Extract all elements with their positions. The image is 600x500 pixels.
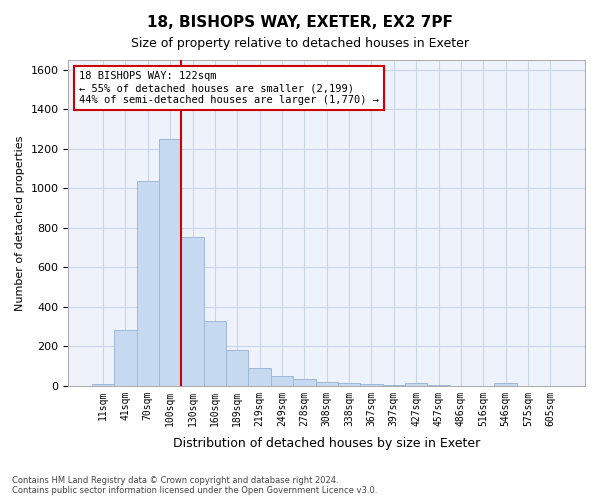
X-axis label: Distribution of detached houses by size in Exeter: Distribution of detached houses by size … (173, 437, 481, 450)
Bar (405, 383, 427, 386)
Bar (248, 368, 271, 386)
Bar (226, 350, 248, 386)
Bar (271, 376, 293, 386)
Text: 18 BISHOPS WAY: 122sqm
← 55% of detached houses are smaller (2,199)
44% of semi-: 18 BISHOPS WAY: 122sqm ← 55% of detached… (79, 72, 379, 104)
Bar (383, 385, 405, 386)
Bar (427, 385, 450, 386)
Text: Size of property relative to detached houses in Exeter: Size of property relative to detached ho… (131, 38, 469, 51)
Bar (494, 383, 517, 386)
Bar (114, 330, 137, 386)
Bar (92, 384, 114, 386)
Text: Contains HM Land Registry data © Crown copyright and database right 2024.
Contai: Contains HM Land Registry data © Crown c… (12, 476, 377, 495)
Bar (204, 320, 226, 386)
Text: 18, BISHOPS WAY, EXETER, EX2 7PF: 18, BISHOPS WAY, EXETER, EX2 7PF (147, 15, 453, 30)
Bar (338, 383, 360, 386)
Bar (316, 382, 338, 386)
Bar (181, 236, 204, 386)
Bar (137, 182, 159, 386)
Bar (293, 380, 316, 386)
Y-axis label: Number of detached properties: Number of detached properties (15, 135, 25, 310)
Bar (159, 139, 181, 386)
Bar (360, 384, 383, 386)
